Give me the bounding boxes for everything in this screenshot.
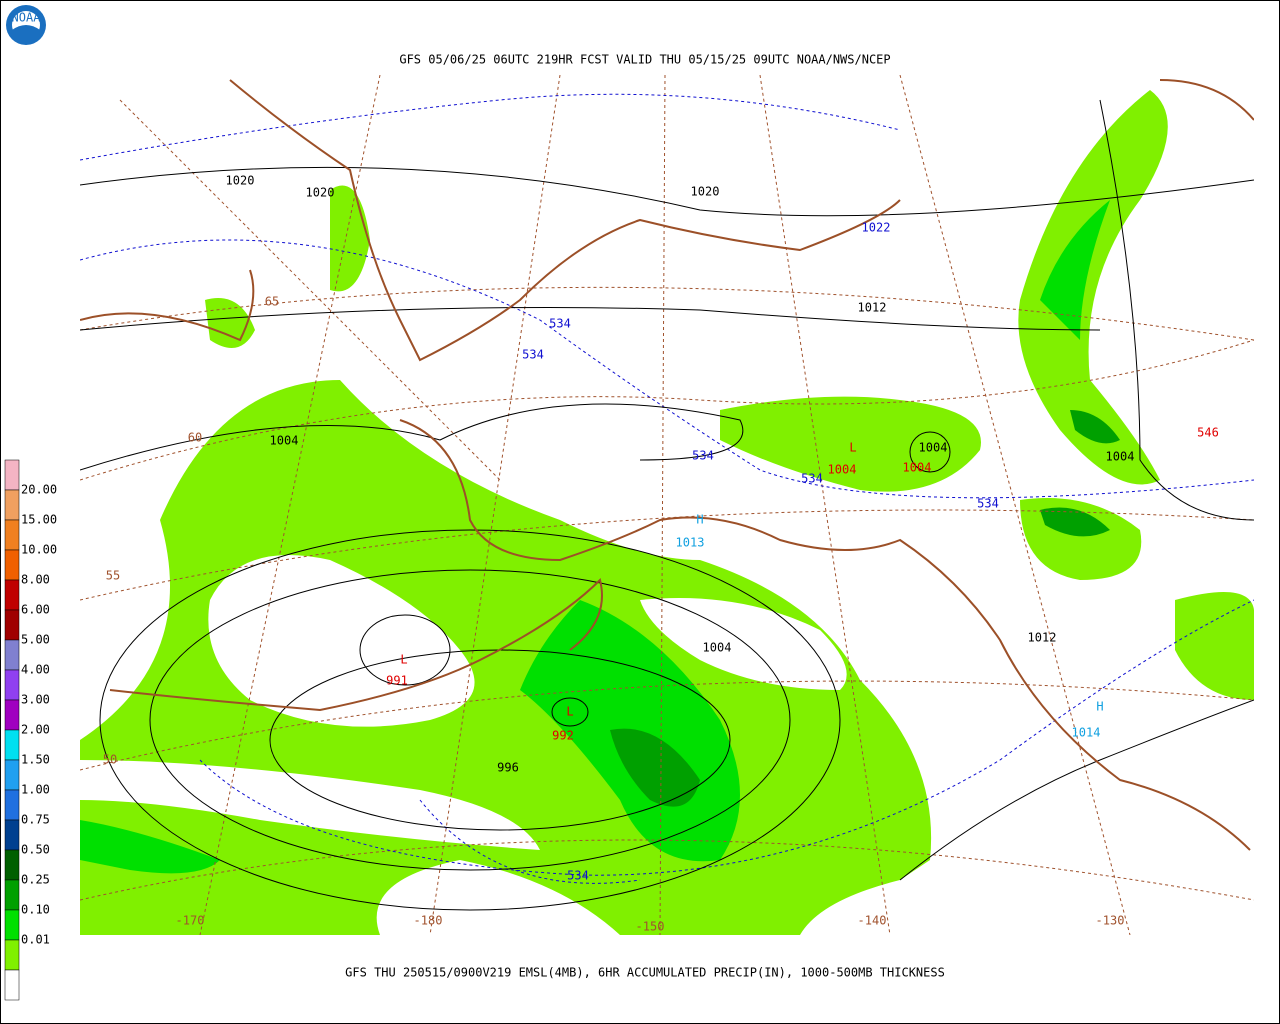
legend-swatch [4, 909, 20, 941]
isobar-label: 1004 [1106, 450, 1135, 464]
legend-label: 10.00 [21, 543, 57, 557]
legend-label: 0.25 [21, 873, 50, 887]
thickness-label: 534 [522, 348, 544, 362]
pressure-center-value: 1013 [676, 536, 705, 550]
legend-label: 1.50 [21, 753, 50, 767]
coastlines [80, 79, 1254, 851]
legend-label: 15.00 [21, 513, 57, 527]
legend-label: 4.00 [21, 663, 50, 677]
legend-label: 1.00 [21, 783, 50, 797]
legend-swatch [4, 639, 20, 671]
pressure-center-value: 1004 [828, 463, 857, 477]
isobar-label: 1004 [703, 641, 732, 655]
legend-swatch [4, 969, 20, 1001]
isobar-label: 1012 [1028, 631, 1057, 645]
legend-label: 2.00 [21, 723, 50, 737]
legend-swatch [4, 699, 20, 731]
pressure-center-value: 991 [386, 674, 408, 688]
longitude-label: -180 [414, 914, 443, 928]
pressure-center-value: 1014 [1072, 726, 1101, 740]
legend-swatch [4, 789, 20, 821]
graticule [80, 75, 1254, 935]
thickness-label: 534 [549, 317, 571, 331]
legend-label: 3.00 [21, 693, 50, 707]
legend-label: 6.00 [21, 603, 50, 617]
isobar-label: 1012 [858, 301, 887, 315]
pressure-center-symbol: H [1096, 700, 1103, 714]
isobars [80, 99, 1254, 911]
logo-text: NOAA [12, 11, 42, 25]
longitude-label: -130 [1096, 914, 1125, 928]
isobar-label: 1020 [226, 174, 255, 188]
legend-label: 0.01 [21, 933, 50, 947]
thickness-label: 534 [567, 869, 589, 883]
thickness-label: 534 [801, 472, 823, 486]
legend-swatch [4, 459, 20, 491]
longitude-label: -170 [176, 914, 205, 928]
legend-label: 20.00 [21, 483, 57, 497]
latitude-label: 55 [106, 569, 120, 583]
legend-label: 0.50 [21, 843, 50, 857]
legend-label: 5.00 [21, 633, 50, 647]
isobar-label: 1020 [691, 185, 720, 199]
legend-swatch [4, 549, 20, 581]
legend-swatch [4, 849, 20, 881]
pressure-center-symbol: L [566, 705, 573, 719]
pressure-center-symbol: L [849, 441, 856, 455]
longitude-label: -150 [636, 920, 665, 934]
legend: 20.00 15.00 10.00 8.00 6.00 5.00 4.00 3.00 2.00 1… [4, 459, 57, 1001]
legend-swatch [4, 669, 20, 701]
latitude-label: 50 [103, 753, 117, 767]
legend-swatch [4, 879, 20, 911]
legend-swatch [4, 729, 20, 761]
pressure-center-symbol: L [400, 653, 407, 667]
legend-label: 0.75 [21, 813, 50, 827]
legend-swatch [4, 939, 20, 971]
legend-swatch [4, 519, 20, 551]
thickness-lines [80, 93, 1254, 884]
legend-swatch [4, 609, 20, 641]
legend-swatch [4, 759, 20, 791]
isobar-label: 1020 [306, 186, 335, 200]
latitude-label: 65 [265, 295, 279, 309]
latitude-label: 60 [188, 431, 202, 445]
longitude-label: -140 [858, 914, 887, 928]
map-labels: 1020 1020 1020 1012 1004 1004 1004 1004 996 1012 5… [103, 174, 1219, 934]
center-label: 1004 [903, 461, 932, 475]
map-title: GFS 05/06/25 06UTC 219HR FCST VALID THU … [399, 53, 890, 67]
pressure-center-value: 992 [552, 729, 574, 743]
pressure-center-symbol: H [696, 513, 703, 527]
map-caption: GFS THU 250515/0900V219 EMSL(4MB), 6HR A… [345, 966, 945, 980]
legend-label: 8.00 [21, 573, 50, 587]
center-label: 1022 [862, 221, 891, 235]
legend-label: 0.10 [21, 903, 50, 917]
thickness-label: 546 [1197, 426, 1219, 440]
legend-swatch [4, 489, 20, 521]
thickness-label: 534 [692, 449, 714, 463]
isobar-label: 1004 [919, 441, 948, 455]
map-area [80, 75, 1254, 935]
noaa-logo: NOAA [6, 5, 46, 45]
thickness-label: 534 [977, 497, 999, 511]
legend-swatch [4, 579, 20, 611]
isobar-label: 996 [497, 761, 519, 775]
isobar-label: 1004 [270, 434, 299, 448]
legend-swatch [4, 819, 20, 851]
